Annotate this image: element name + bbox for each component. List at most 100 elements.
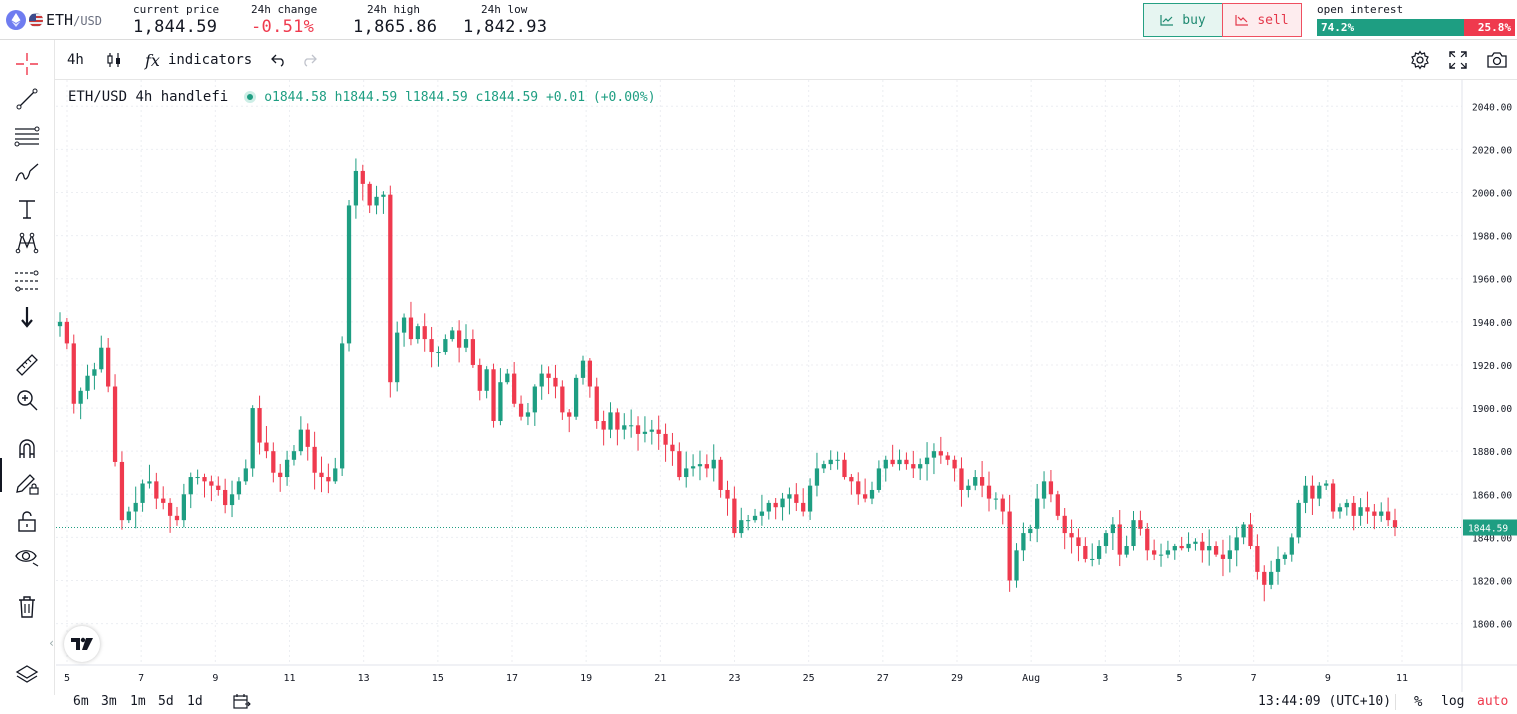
timezone-clock[interactable]: 13:44:09 (UTC+10) — [1258, 694, 1392, 709]
trend-line-tool[interactable] — [14, 86, 40, 112]
candle-body — [1124, 546, 1129, 555]
x-tick-label: 11 — [1396, 673, 1408, 684]
candle-body — [1269, 571, 1274, 585]
buy-button[interactable]: buy — [1143, 3, 1223, 37]
x-tick-label: 9 — [212, 673, 218, 684]
y-tick-label: 2020.00 — [1472, 145, 1512, 156]
gear-icon — [1411, 50, 1429, 70]
candle-body — [491, 369, 496, 421]
candle-body — [195, 477, 200, 479]
range-1d-button[interactable]: 1d — [187, 694, 203, 709]
stat-value: -0.51% — [251, 17, 315, 37]
candle-body — [92, 369, 97, 376]
log-scale-button[interactable]: log — [1441, 694, 1465, 709]
pattern-tool[interactable] — [14, 230, 40, 256]
candle-body — [1076, 537, 1081, 547]
candle-body — [567, 412, 572, 417]
x-tick-label: 7 — [1251, 673, 1257, 684]
text-tool[interactable] — [14, 196, 40, 222]
interval-label: 4h — [67, 52, 84, 68]
hide-drawings-tool[interactable] — [14, 543, 40, 569]
auto-scale-button[interactable]: auto — [1477, 694, 1509, 709]
fullscreen-button[interactable] — [1449, 50, 1467, 70]
candle-body — [677, 451, 682, 478]
candle-body — [532, 386, 537, 413]
candle-body — [1241, 524, 1246, 538]
settings-button[interactable] — [1410, 50, 1430, 70]
forecast-tool[interactable] — [14, 268, 40, 294]
stat-value: 1,844.59 — [133, 17, 218, 37]
candle-body — [904, 459, 909, 465]
candle-body — [1282, 554, 1288, 559]
indicators-button[interactable]: fx indicators — [145, 50, 252, 70]
chevron-left-icon: ‹ — [48, 636, 56, 650]
text-icon — [19, 200, 35, 219]
candle-body — [1062, 515, 1067, 534]
candle-type-button[interactable] — [105, 50, 123, 70]
sell-button[interactable]: sell — [1222, 3, 1302, 37]
goto-date-button[interactable] — [233, 693, 251, 714]
measure-tool[interactable] — [14, 352, 40, 378]
candle-body — [1021, 533, 1026, 551]
remove-drawings-tool[interactable] — [14, 594, 40, 620]
percent-scale-button[interactable]: % — [1414, 694, 1423, 710]
candle-body — [1289, 537, 1294, 555]
y-tick-label: 1840.00 — [1472, 533, 1512, 544]
zoom-tool[interactable] — [14, 387, 40, 413]
candle-body — [828, 459, 833, 465]
candle-body — [1131, 520, 1136, 547]
candle-body — [401, 317, 407, 333]
candle-body — [890, 459, 895, 465]
candle-body — [938, 451, 943, 456]
candle-body — [1083, 546, 1088, 559]
crosshair-tool[interactable] — [14, 51, 40, 77]
redo-button[interactable] — [301, 50, 317, 70]
lock-drawing-tool[interactable] — [14, 471, 40, 497]
candle-body — [862, 494, 868, 499]
open-interest-label: open interest — [1317, 3, 1404, 16]
lock-all-tool[interactable] — [14, 508, 40, 534]
brush-tool[interactable] — [14, 160, 40, 186]
candle-body — [1392, 520, 1398, 528]
undo-button[interactable] — [271, 50, 287, 70]
x-tick-label: 5 — [1176, 673, 1182, 684]
y-tick-label: 1920.00 — [1472, 361, 1512, 372]
candle-body — [1172, 546, 1177, 551]
candle-body — [1330, 483, 1336, 512]
y-tick-label: 2000.00 — [1472, 189, 1512, 200]
pair-selector[interactable]: ETH/USD — [6, 8, 102, 32]
tradingview-logo[interactable] — [64, 626, 100, 662]
candle-body — [594, 386, 599, 421]
candle-body — [57, 321, 63, 327]
range-5d-button[interactable]: 5d — [158, 694, 174, 709]
horizontal-lines-tool[interactable] — [14, 123, 40, 149]
object-tree-tool[interactable] — [14, 662, 40, 688]
candlestick-chart[interactable]: 2040.00 2020.00 2000.00 1980.00 1960.00 1940.… — [56, 80, 1517, 693]
candle-body — [1200, 541, 1205, 551]
y-tick-label: 1900.00 — [1472, 404, 1512, 415]
x-tick-label: Aug — [1022, 673, 1040, 684]
candle-body — [629, 425, 634, 427]
candle-body — [1090, 558, 1095, 560]
pair-base: ETH — [46, 11, 74, 29]
range-3m-button[interactable]: 3m — [101, 694, 117, 709]
arrow-tool[interactable] — [14, 304, 40, 330]
candle-body — [209, 481, 214, 486]
candle-body — [766, 502, 771, 512]
chart-up-icon — [1160, 15, 1174, 26]
range-1m-button[interactable]: 1m — [130, 694, 146, 709]
candle-body — [573, 377, 579, 417]
candle-body — [842, 459, 847, 478]
sell-label: sell — [1257, 12, 1289, 28]
price-chart[interactable]: 2040.00 2020.00 2000.00 1980.00 1960.00 1940.… — [56, 80, 1517, 693]
x-tick-label: 15 — [432, 673, 444, 684]
interval-selector[interactable]: 4h — [67, 50, 84, 70]
screenshot-button[interactable] — [1486, 50, 1508, 70]
range-6m-button[interactable]: 6m — [73, 694, 89, 709]
oi-short-segment: 25.8% — [1463, 19, 1515, 36]
redo-icon — [304, 54, 317, 67]
magnet-tool[interactable] — [14, 436, 40, 462]
collapse-toolbar-button[interactable]: ‹ — [48, 636, 55, 650]
last-price-label: 1844.59 — [1468, 524, 1508, 535]
candle-body — [298, 429, 303, 452]
